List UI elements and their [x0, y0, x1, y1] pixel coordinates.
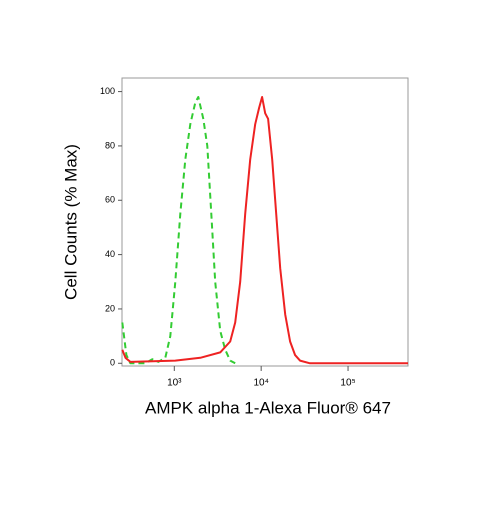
y-tick-label: 60: [105, 195, 115, 205]
y-tick-label: 0: [110, 358, 115, 368]
y-tick-label: 80: [105, 140, 115, 150]
y-tick-label: 100: [100, 86, 115, 96]
x-tick-label: 10⁴: [253, 378, 268, 389]
y-tick-label: 40: [105, 249, 115, 259]
histogram-line: [121, 96, 236, 365]
y-axis-label: Cell Counts (% Max): [61, 144, 80, 300]
plot-frame: [121, 77, 409, 367]
histogram-line: [121, 96, 408, 365]
x-axis-label: AMPK alpha 1-Alexa Fluor® 647: [145, 398, 391, 417]
x-tick-label: 10⁵: [340, 378, 355, 389]
x-tick-label: 10³: [167, 378, 182, 389]
y-tick-label: 20: [105, 303, 115, 313]
